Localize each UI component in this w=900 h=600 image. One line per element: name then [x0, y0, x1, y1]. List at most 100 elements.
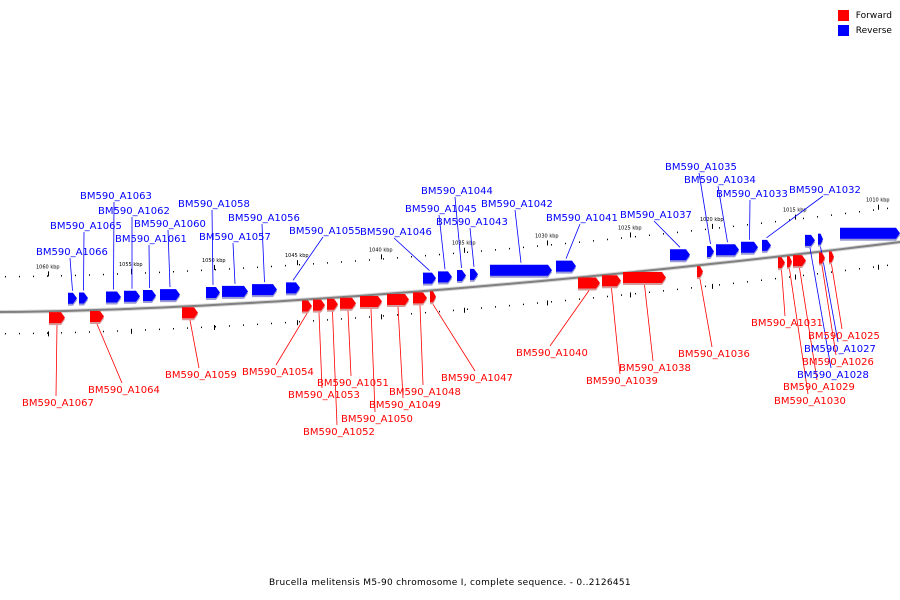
gene-bm590-a1063[interactable]: BM590_A1063 [80, 191, 152, 305]
gene-bm590-a1050[interactable]: BM590_A1050 [341, 296, 413, 425]
gene-arrow[interactable] [805, 234, 815, 246]
gene-bm590-a1053[interactable]: BM590_A1053 [288, 299, 360, 401]
gene-label[interactable]: BM590_A1034 [684, 175, 756, 186]
gene-label[interactable]: BM590_A1054 [242, 367, 314, 378]
gene-bm590-a1060[interactable]: BM590_A1060 [134, 219, 206, 303]
gene-arrow[interactable] [762, 239, 771, 251]
gene-arrow[interactable] [778, 257, 785, 269]
gene-arrow[interactable] [124, 290, 140, 302]
gene-label[interactable]: BM590_A1040 [516, 348, 588, 359]
gene-bm590-a1040[interactable]: BM590_A1040 [516, 277, 600, 359]
gene-label[interactable]: BM590_A1048 [389, 387, 461, 398]
gene-arrow[interactable] [716, 244, 739, 256]
gene-arrow[interactable] [90, 311, 104, 323]
gene-label[interactable]: BM590_A1067 [22, 398, 94, 409]
gene-label[interactable]: BM590_A1043 [436, 217, 508, 228]
gene-bm590-a1051[interactable]: BM590_A1051 [317, 297, 389, 389]
gene-arrow[interactable] [787, 256, 792, 268]
gene-label[interactable]: BM590_A1058 [178, 199, 250, 210]
gene-label[interactable]: BM590_A1052 [303, 427, 375, 438]
gene-bm590-a1066[interactable]: BM590_A1066 [36, 247, 108, 306]
gene-bm590-a1042[interactable]: BM590_A1042 [481, 199, 553, 278]
gene-label[interactable]: BM590_A1062 [98, 206, 170, 217]
gene-label[interactable]: BM590_A1039 [586, 376, 658, 387]
gene-label[interactable]: BM590_A1041 [546, 213, 618, 224]
gene-arrow[interactable] [222, 285, 248, 297]
gene-label[interactable]: BM590_A1045 [405, 204, 477, 215]
gene-label[interactable]: BM590_A1060 [134, 219, 206, 230]
gene-label[interactable]: BM590_A1047 [441, 373, 513, 384]
gene-bm590-a1048[interactable]: BM590_A1048 [389, 292, 461, 398]
gene-label[interactable]: BM590_A1044 [421, 186, 493, 197]
gene-arrow[interactable] [68, 292, 77, 304]
gene-label[interactable]: BM590_A1064 [88, 385, 160, 396]
gene-bm590-a1036[interactable]: BM590_A1036 [678, 266, 750, 360]
gene-bm590-a1030[interactable]: BM590_A1030 [774, 256, 846, 407]
gene-bm590-a1025[interactable]: BM590_A1025 [808, 251, 880, 342]
gene-arrow[interactable] [819, 252, 825, 264]
gene-bm590-a1058[interactable]: BM590_A1058 [178, 199, 250, 301]
gene-arrow[interactable] [79, 292, 88, 304]
gene-bm590-a1055[interactable]: BM590_A1055 [286, 226, 361, 296]
gene-bm590-a1054[interactable]: BM590_A1054 [242, 300, 314, 378]
gene-bm590-a1029[interactable]: BM590_A1029 [783, 255, 855, 393]
gene-label[interactable]: BM590_A1038 [619, 363, 691, 374]
gene-label[interactable]: BM590_A1037 [620, 210, 692, 221]
gene-bm590-a1049[interactable]: BM590_A1049 [369, 294, 441, 411]
gene-arrow[interactable] [49, 312, 65, 324]
gene-arrow[interactable] [670, 249, 690, 261]
gene-label[interactable]: BM590_A1031 [751, 318, 823, 329]
gene-bm590-a1065[interactable]: BM590_A1065 [50, 221, 122, 306]
gene-label[interactable]: BM590_A1028 [797, 370, 869, 381]
gene-arrow[interactable] [818, 233, 823, 245]
gene-bm590-a1059[interactable]: BM590_A1059 [165, 307, 237, 381]
gene-bm590-a1052[interactable]: BM590_A1052 [303, 298, 375, 438]
gene-arrow[interactable] [413, 292, 427, 304]
gene-bm590-a1044[interactable]: BM590_A1044 [421, 186, 493, 283]
gene-arrow[interactable] [106, 291, 121, 303]
gene-arrow[interactable] [490, 264, 552, 276]
gene-bm590-a1031[interactable]: BM590_A1031 [751, 257, 823, 329]
gene-arrow[interactable] [387, 294, 409, 306]
gene-bm590-a1045[interactable]: BM590_A1045 [405, 204, 477, 285]
gene-label[interactable]: BM590_A1036 [678, 349, 750, 360]
gene-bm590-a1043[interactable]: BM590_A1043 [436, 217, 508, 282]
gene-label[interactable]: BM590_A1051 [317, 378, 389, 389]
gene-bm590-a1067[interactable]: BM590_A1067 [22, 312, 94, 409]
gene-label[interactable]: BM590_A1061 [115, 234, 187, 245]
gene-arrow[interactable] [556, 260, 576, 272]
gene-label[interactable]: BM590_A1029 [783, 382, 855, 393]
gene-arrow[interactable] [252, 284, 277, 296]
gene-arrow[interactable] [182, 307, 198, 319]
gene-arrow[interactable] [578, 277, 600, 289]
gene-label[interactable]: BM590_A1025 [808, 331, 880, 342]
gene-arrow[interactable] [160, 289, 180, 301]
gene-label[interactable]: BM590_A1042 [481, 199, 553, 210]
gene-label[interactable]: BM590_A1059 [165, 370, 237, 381]
gene-bm590-a1034[interactable]: BM590_A1034 [684, 175, 756, 258]
gene-bm590-a1057[interactable]: BM590_A1057 [199, 232, 271, 299]
gene-arrow[interactable] [697, 266, 703, 278]
gene-label[interactable]: BM590_A1053 [288, 390, 360, 401]
gene-label[interactable]: BM590_A1027 [804, 344, 876, 355]
gene-label[interactable]: BM590_A1063 [80, 191, 152, 202]
gene-arrow[interactable] [360, 296, 382, 308]
gene-arrow[interactable] [623, 271, 666, 283]
gene-bm590-a1061[interactable]: BM590_A1061 [115, 234, 187, 304]
gene-label[interactable]: BM590_A1049 [369, 400, 441, 411]
gene-arrow[interactable] [829, 251, 834, 263]
gene-label[interactable]: BM590_A1030 [774, 396, 846, 407]
gene-arrow[interactable] [602, 275, 621, 287]
gene-bm590-a1039[interactable]: BM590_A1039 [586, 275, 658, 387]
gene-label[interactable]: BM590_A1035 [665, 162, 737, 173]
gene-arrow[interactable] [793, 255, 806, 267]
gene-arrow[interactable] [286, 282, 300, 294]
gene-arrow[interactable] [430, 291, 436, 303]
gene-arrow[interactable] [206, 287, 220, 299]
gene-arrow[interactable] [143, 290, 156, 302]
gene-label[interactable]: BM590_A1056 [228, 213, 300, 224]
gene-arrow[interactable] [840, 227, 900, 239]
gene-bm590-a1035[interactable]: BM590_A1035 [665, 162, 737, 260]
gene-arrow[interactable] [470, 268, 478, 280]
gene-arrow[interactable] [423, 272, 436, 284]
